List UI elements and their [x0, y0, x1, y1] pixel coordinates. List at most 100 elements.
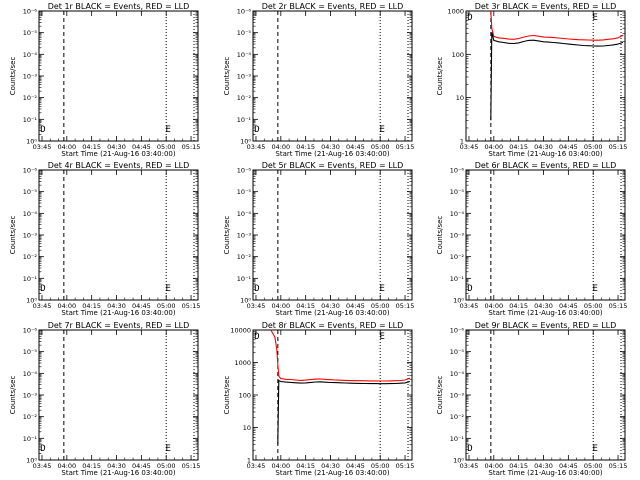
x-tick-label: 03:45: [460, 462, 479, 470]
panel-det-8: Det 8r BLACK = Events, RED = LLD 1 10 100 10…: [223, 321, 414, 477]
y-tick-label: 10⁻³: [237, 73, 252, 81]
y-tick-label: 10⁻⁴: [237, 51, 252, 59]
y-tick-label: 10⁻²: [450, 413, 465, 421]
panel-det-4: Det 4r BLACK = Events, RED = LLD 10⁰ 10⁻¹ 1…: [9, 161, 200, 317]
x-tick-label: 04:45: [132, 143, 151, 151]
x-tick-label: 04:45: [559, 143, 578, 151]
y-axis-label: Counts/sec: [9, 57, 17, 96]
x-tick-label: 04:45: [132, 462, 151, 470]
plot-frame: [252, 10, 413, 142]
marker-e: E: [379, 332, 384, 342]
y-tick-label: 10⁻⁶: [23, 8, 38, 16]
x-tick-label: 05:15: [182, 302, 201, 310]
y-axis-label: Counts/sec: [223, 216, 231, 255]
y-tick-label: 10⁻²: [237, 253, 252, 261]
y-axis-label: Counts/sec: [436, 57, 444, 96]
x-tick-label: 05:00: [371, 462, 390, 470]
marker-e: E: [165, 284, 170, 294]
y-tick-label: 10⁻³: [23, 232, 38, 240]
x-tick-label: 05:00: [584, 462, 603, 470]
y-tick-label: 10⁻²: [237, 94, 252, 102]
marker-d: D: [467, 444, 472, 454]
x-tick-label: 04:30: [321, 302, 340, 310]
marker-e: E: [165, 444, 170, 454]
y-tick-label: 10⁰: [26, 297, 37, 305]
marker-d: D: [40, 444, 45, 454]
marker-e: E: [379, 125, 384, 135]
panel-det-3: Det 3r BLACK = Events, RED = LLD 1 10 100 10…: [436, 2, 627, 158]
x-tick-label: 04:45: [559, 302, 578, 310]
marker-d: D: [467, 13, 472, 23]
x-tick-label: 04:15: [509, 143, 528, 151]
y-tick-label: 10⁰: [26, 457, 37, 465]
y-tick-label: 10⁻⁶: [23, 167, 38, 175]
x-axis-label: Start Time (21-Aug-16 03:40:00): [488, 150, 602, 158]
y-axis-label: Counts/sec: [436, 376, 444, 415]
marker-d: D: [467, 284, 472, 294]
panel-title: Det 3r BLACK = Events, RED = LLD: [475, 2, 617, 11]
plot-frame: [252, 169, 413, 301]
x-tick-label: 03:45: [460, 143, 479, 151]
x-tick-label: 04:45: [132, 302, 151, 310]
y-tick-label: 10⁻³: [23, 73, 38, 81]
y-tick-label: 10⁻³: [450, 232, 465, 240]
y-tick-label: 10⁻²: [450, 253, 465, 261]
events-series-line: [277, 379, 411, 445]
lld-series-line: [270, 329, 411, 382]
x-axis-label: Start Time (21-Aug-16 03:40:00): [275, 150, 389, 158]
marker-d: D: [40, 125, 45, 135]
x-tick-label: 04:45: [346, 143, 365, 151]
y-tick-label: 100: [452, 51, 464, 59]
panel-title: Det 6r BLACK = Events, RED = LLD: [475, 161, 617, 170]
x-tick-label: 03:45: [33, 462, 52, 470]
y-tick-label: 10: [243, 424, 251, 432]
marker-e: E: [165, 125, 170, 135]
panel-det-9: Det 9r BLACK = Events, RED = LLD 10⁰ 10⁻¹ 1…: [436, 321, 627, 477]
y-tick-label: 10⁻⁶: [237, 167, 252, 175]
marker-e: E: [592, 13, 597, 23]
y-tick-label: 10⁰: [453, 457, 464, 465]
marker-d: D: [254, 332, 259, 342]
marker-e: E: [592, 444, 597, 454]
y-tick-label: 10⁻¹: [450, 275, 465, 283]
x-tick-label: 04:15: [296, 302, 315, 310]
y-tick-label: 1: [460, 138, 464, 146]
y-axis-label: Counts/sec: [223, 376, 231, 415]
x-tick-label: 04:00: [271, 462, 290, 470]
marker-d: D: [40, 284, 45, 294]
y-tick-label: 10⁻⁵: [23, 29, 38, 37]
panel-title: Det 1r BLACK = Events, RED = LLD: [48, 2, 190, 11]
y-tick-label: 10⁻⁴: [237, 210, 252, 218]
plot-frame: [465, 329, 626, 461]
x-tick-label: 04:45: [559, 462, 578, 470]
x-tick-label: 05:00: [371, 143, 390, 151]
plot-frame: [38, 329, 199, 461]
y-tick-label: 10⁻⁵: [450, 188, 465, 196]
y-tick-label: 10: [456, 94, 464, 102]
y-tick-label: 10⁻⁵: [23, 348, 38, 356]
y-tick-label: 10⁻¹: [237, 116, 252, 124]
y-tick-label: 10⁻¹: [23, 435, 38, 443]
x-tick-label: 05:15: [609, 143, 628, 151]
panel-title: Det 8r BLACK = Events, RED = LLD: [262, 321, 404, 330]
x-tick-label: 05:15: [396, 143, 415, 151]
lld-series-line: [490, 10, 624, 41]
x-tick-label: 05:00: [157, 143, 176, 151]
panel-det-2: Det 2r BLACK = Events, RED = LLD 10⁰ 10⁻¹ 1…: [223, 2, 414, 158]
x-tick-label: 05:00: [157, 302, 176, 310]
x-tick-label: 05:00: [157, 462, 176, 470]
x-axis-label: Start Time (21-Aug-16 03:40:00): [61, 309, 175, 317]
y-tick-label: 10⁻⁴: [450, 210, 465, 218]
x-axis-label: Start Time (21-Aug-16 03:40:00): [275, 469, 389, 477]
x-tick-label: 04:15: [296, 462, 315, 470]
y-tick-label: 10⁻³: [237, 232, 252, 240]
x-tick-label: 04:00: [271, 143, 290, 151]
x-tick-label: 04:30: [107, 143, 126, 151]
plot-frame: [38, 169, 199, 301]
y-axis-label: Counts/sec: [9, 376, 17, 415]
x-tick-label: 04:15: [296, 143, 315, 151]
x-tick-label: 05:15: [396, 462, 415, 470]
y-tick-label: 10⁻⁴: [23, 370, 38, 378]
y-tick-label: 1000: [234, 359, 251, 367]
